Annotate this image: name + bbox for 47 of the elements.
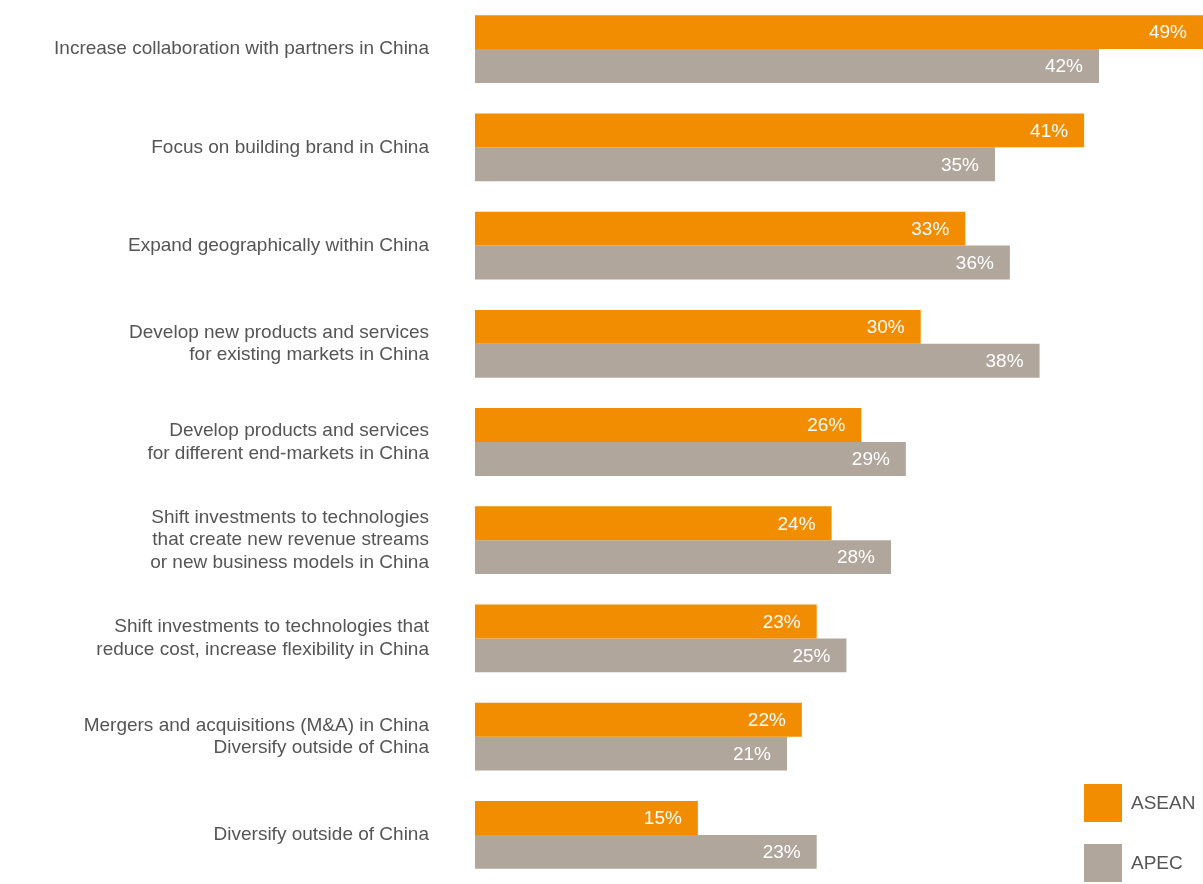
data-label: 23% [762,610,801,632]
y-tick-label: Mergers and acquisitions (M&A) in China Diversify outside of China [83,713,430,758]
data-label: 30% [866,316,905,338]
legend-label: APEC [1131,852,1183,874]
bar [475,638,847,673]
bar [475,113,1085,148]
bar [475,506,832,541]
y-tick-label: Shift investments to technologies that reduce cost, increase flexibility in China [96,615,430,660]
bar [475,702,802,737]
bar [475,442,906,476]
data-label: 38% [985,349,1024,371]
data-label: 21% [732,742,772,764]
data-label: 35% [940,153,980,175]
data-label: 33% [911,217,950,239]
bar [475,309,921,344]
data-label: 23% [762,841,801,863]
y-tick-label: Expand geographically within China [127,233,430,255]
data-label: 41% [1030,119,1069,141]
data-label: 49% [1148,21,1188,43]
y-tick-label: Diversify outside of China [213,823,430,845]
bar [475,834,817,869]
bar [475,604,817,639]
bar [475,15,1203,50]
y-tick-label: Increase collaboration with partners in China [54,37,430,59]
data-label: 26% [807,414,846,436]
bar [475,49,1099,83]
bar [475,211,966,246]
y-tick-label: Develop new products and services for existing markets in China [129,320,430,365]
data-label: 25% [792,644,831,666]
bar [475,801,698,835]
data-label: 15% [643,807,682,829]
data-label: 24% [777,512,816,534]
data-label: 36% [955,251,994,273]
y-tick-label: Focus on building brand in China [151,135,430,157]
bar [475,408,862,442]
data-label: 22% [747,708,786,730]
legend-label: ASEAN [1131,792,1196,814]
bar [475,245,1010,280]
bar [475,343,1040,378]
bar [475,540,891,575]
y-tick-label: Develop products and services for different end-markets in China [147,418,430,463]
data-label: 28% [836,546,876,568]
bar [475,147,995,182]
data-label: 42% [1044,55,1084,77]
bar [475,736,787,771]
data-label: 29% [851,448,890,470]
y-tick-label: Shift investments to technologies that create new revenue streams or new business models in China [150,505,430,573]
